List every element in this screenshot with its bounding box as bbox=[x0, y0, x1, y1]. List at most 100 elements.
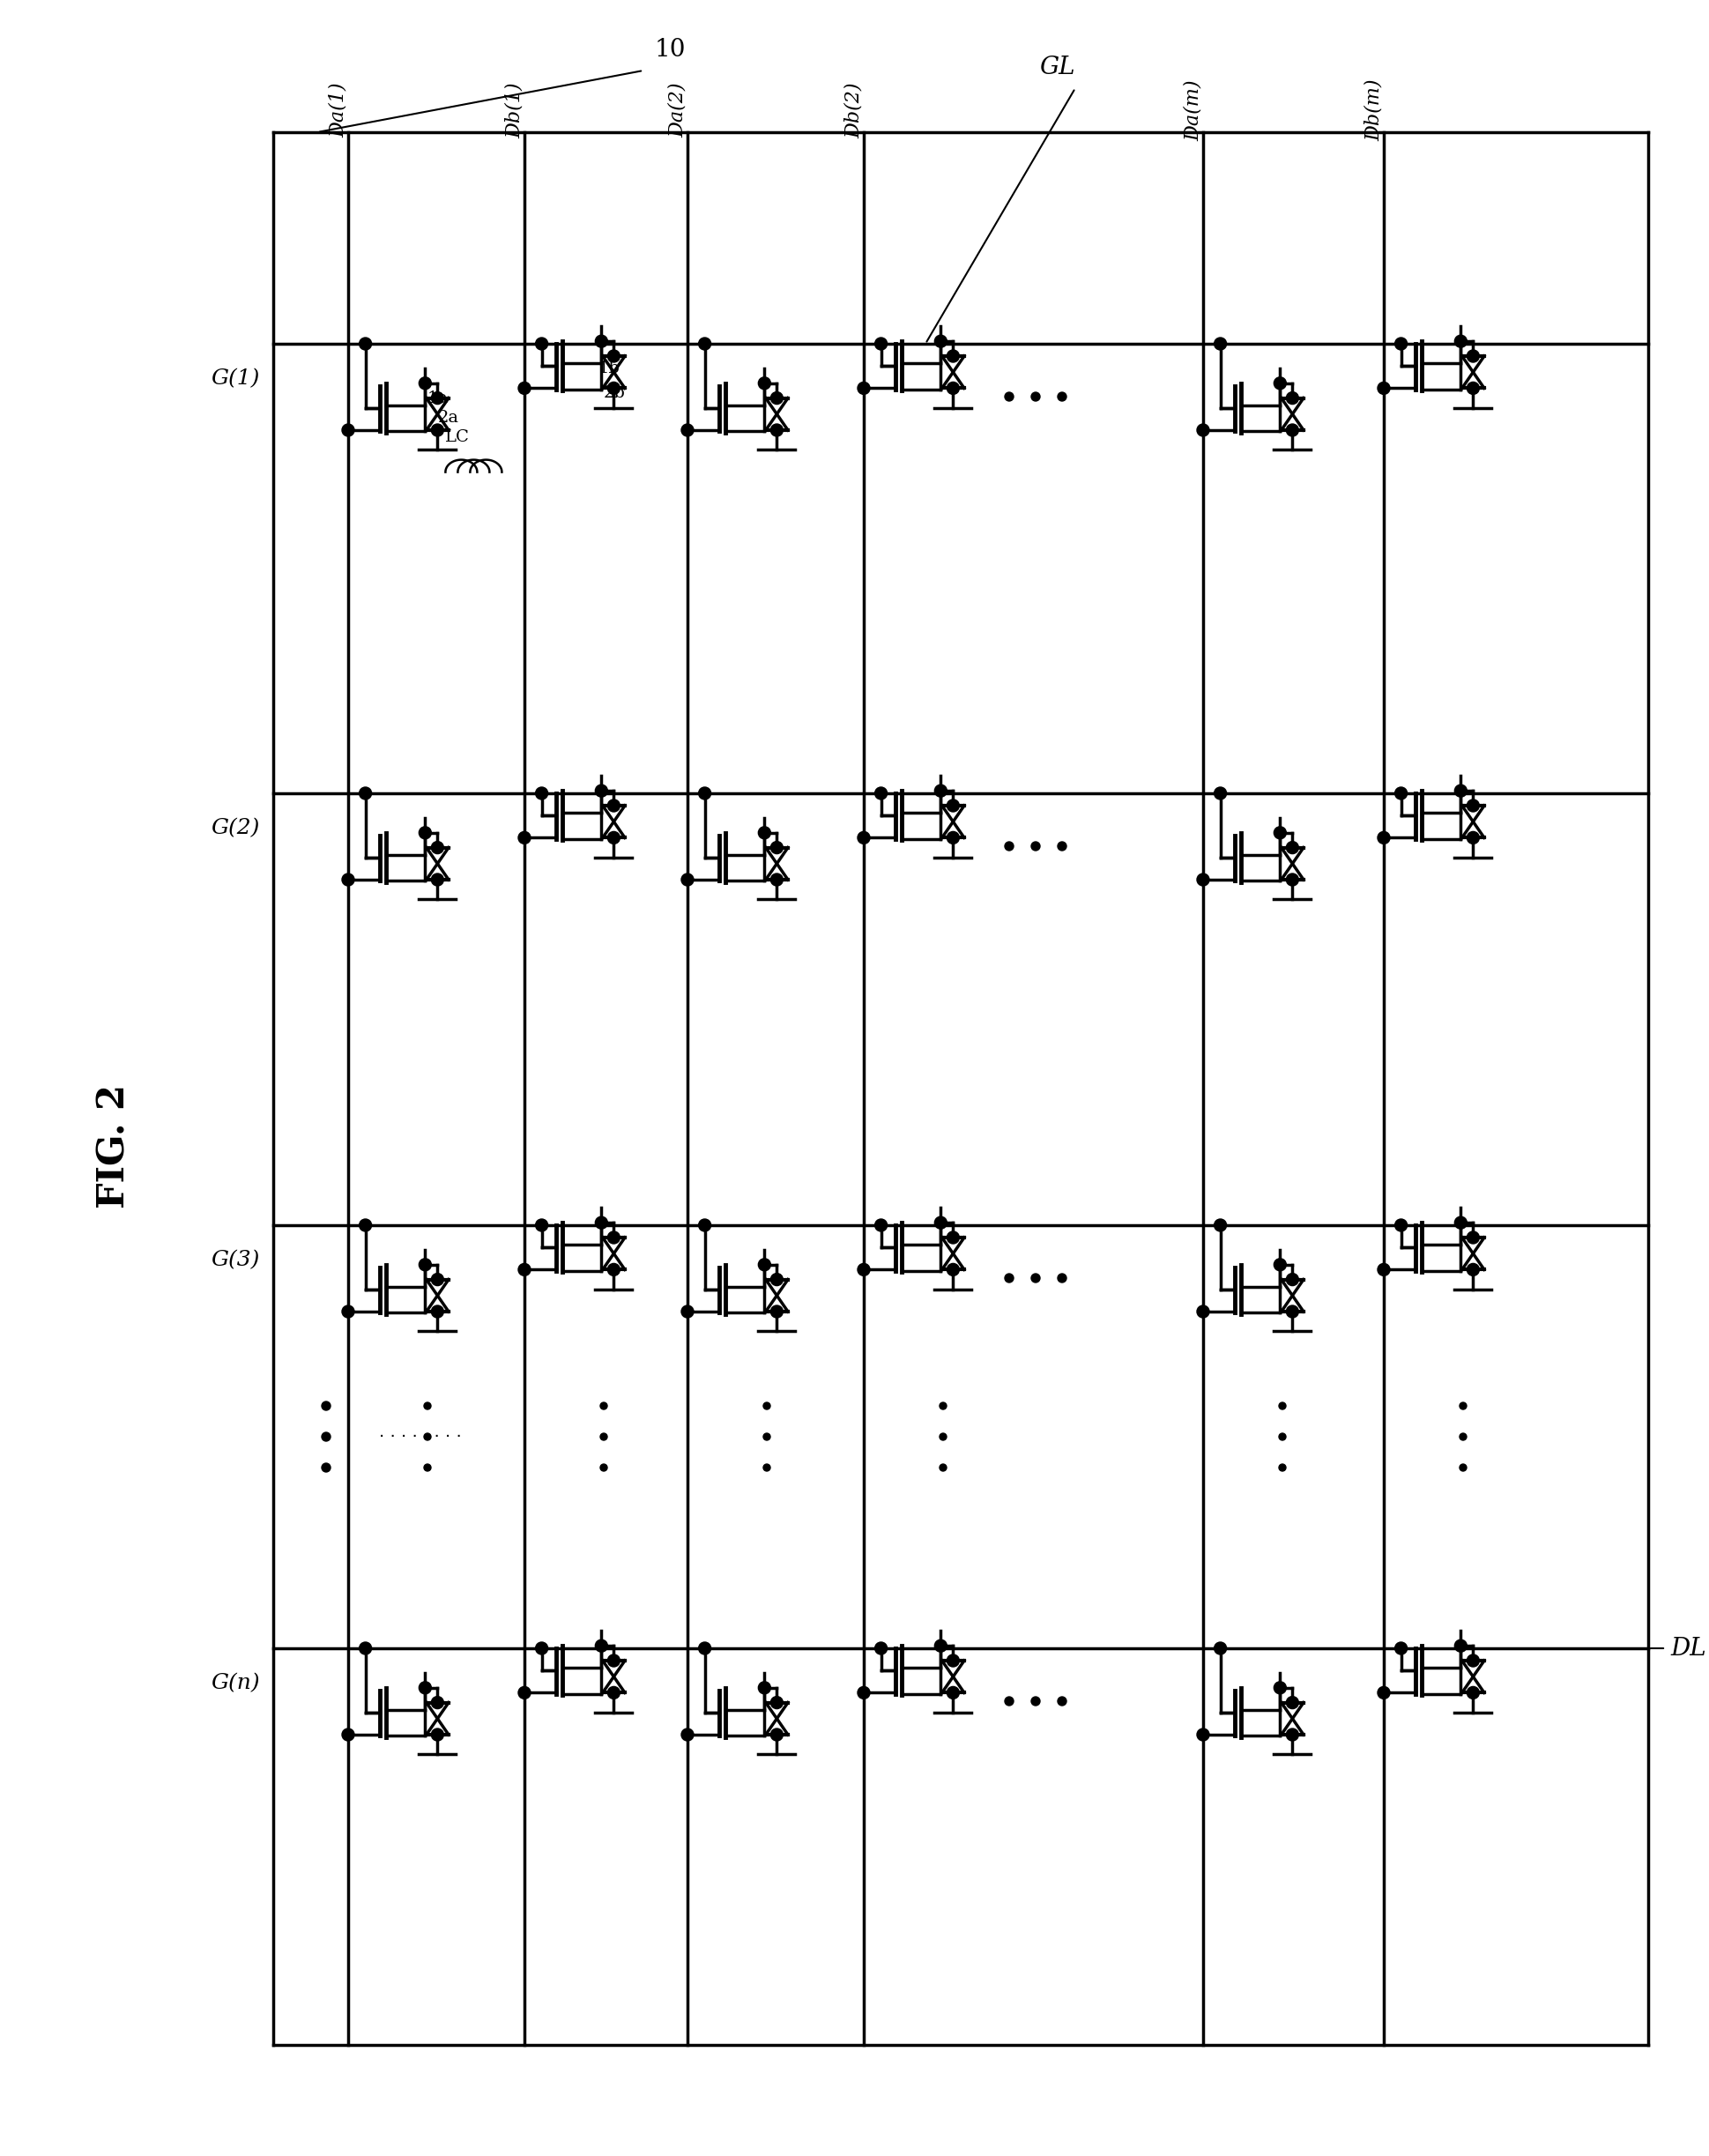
Circle shape bbox=[1005, 392, 1013, 401]
Circle shape bbox=[607, 1231, 620, 1244]
Text: G(3): G(3) bbox=[212, 1250, 260, 1270]
Circle shape bbox=[757, 826, 771, 839]
Circle shape bbox=[607, 1263, 620, 1276]
Circle shape bbox=[762, 1401, 771, 1410]
Circle shape bbox=[1058, 1697, 1066, 1705]
Circle shape bbox=[1278, 1401, 1285, 1410]
Circle shape bbox=[1459, 1401, 1466, 1410]
Circle shape bbox=[431, 1274, 443, 1285]
Circle shape bbox=[771, 1697, 783, 1710]
Circle shape bbox=[1285, 1274, 1297, 1285]
Circle shape bbox=[1466, 800, 1478, 813]
Circle shape bbox=[1466, 349, 1478, 362]
Circle shape bbox=[1273, 1682, 1285, 1695]
Circle shape bbox=[938, 1401, 947, 1410]
Circle shape bbox=[947, 1654, 959, 1667]
Circle shape bbox=[607, 382, 620, 395]
Text: GL: GL bbox=[1039, 56, 1075, 80]
Circle shape bbox=[419, 1682, 431, 1695]
Circle shape bbox=[1058, 1274, 1066, 1283]
Circle shape bbox=[935, 1641, 947, 1651]
Text: DL: DL bbox=[1670, 1636, 1706, 1660]
Circle shape bbox=[699, 1218, 711, 1231]
Circle shape bbox=[680, 1729, 694, 1740]
Text: LC: LC bbox=[444, 429, 468, 446]
Circle shape bbox=[771, 425, 783, 436]
Circle shape bbox=[875, 338, 887, 349]
Circle shape bbox=[771, 1274, 783, 1285]
Circle shape bbox=[424, 1401, 431, 1410]
Circle shape bbox=[1459, 1464, 1466, 1470]
Circle shape bbox=[875, 1218, 887, 1231]
Text: 1b: 1b bbox=[598, 360, 620, 377]
Text: · · · · · · · ·: · · · · · · · · bbox=[379, 1429, 461, 1445]
Circle shape bbox=[762, 1464, 771, 1470]
Circle shape bbox=[1031, 841, 1039, 852]
Circle shape bbox=[1213, 787, 1225, 800]
Circle shape bbox=[1058, 392, 1066, 401]
Circle shape bbox=[938, 1434, 947, 1440]
Circle shape bbox=[1377, 1263, 1389, 1276]
Circle shape bbox=[1395, 1643, 1407, 1654]
Text: Da(2): Da(2) bbox=[668, 82, 687, 138]
Circle shape bbox=[419, 1259, 431, 1270]
Circle shape bbox=[875, 1643, 887, 1654]
Circle shape bbox=[600, 1401, 607, 1410]
Circle shape bbox=[424, 1434, 431, 1440]
Circle shape bbox=[359, 1218, 371, 1231]
Circle shape bbox=[535, 338, 547, 349]
Circle shape bbox=[1285, 1304, 1297, 1317]
Circle shape bbox=[607, 1686, 620, 1699]
Circle shape bbox=[607, 800, 620, 813]
Circle shape bbox=[771, 841, 783, 854]
Circle shape bbox=[419, 826, 431, 839]
Text: Da(m): Da(m) bbox=[1183, 80, 1203, 140]
Circle shape bbox=[938, 1464, 947, 1470]
Circle shape bbox=[321, 1464, 330, 1473]
Circle shape bbox=[595, 785, 607, 798]
Circle shape bbox=[858, 1686, 870, 1699]
Circle shape bbox=[535, 787, 547, 800]
Circle shape bbox=[1466, 382, 1478, 395]
Circle shape bbox=[947, 382, 959, 395]
Circle shape bbox=[1285, 1697, 1297, 1710]
Circle shape bbox=[947, 800, 959, 813]
Circle shape bbox=[1031, 1697, 1039, 1705]
Circle shape bbox=[1213, 1218, 1225, 1231]
Circle shape bbox=[1395, 1218, 1407, 1231]
Circle shape bbox=[1454, 785, 1466, 798]
Circle shape bbox=[1005, 841, 1013, 852]
Circle shape bbox=[1273, 826, 1285, 839]
Circle shape bbox=[518, 1263, 530, 1276]
Circle shape bbox=[699, 787, 711, 800]
Circle shape bbox=[359, 787, 371, 800]
Circle shape bbox=[342, 1729, 354, 1740]
Circle shape bbox=[518, 382, 530, 395]
Circle shape bbox=[771, 1304, 783, 1317]
Circle shape bbox=[771, 873, 783, 886]
Circle shape bbox=[1273, 1259, 1285, 1270]
Circle shape bbox=[947, 832, 959, 843]
Circle shape bbox=[935, 334, 947, 347]
Circle shape bbox=[699, 338, 711, 349]
Circle shape bbox=[680, 425, 694, 436]
Circle shape bbox=[535, 1643, 547, 1654]
Circle shape bbox=[607, 832, 620, 843]
Circle shape bbox=[1395, 787, 1407, 800]
Text: 2a: 2a bbox=[438, 410, 458, 425]
Circle shape bbox=[342, 425, 354, 436]
Circle shape bbox=[680, 873, 694, 886]
Text: 1a: 1a bbox=[427, 390, 448, 405]
Circle shape bbox=[1058, 841, 1066, 852]
Text: G(1): G(1) bbox=[212, 369, 260, 388]
Circle shape bbox=[699, 1643, 711, 1654]
Text: Db(m): Db(m) bbox=[1364, 80, 1383, 142]
Circle shape bbox=[1196, 425, 1208, 436]
Circle shape bbox=[1213, 338, 1225, 349]
Circle shape bbox=[757, 1682, 771, 1695]
Circle shape bbox=[1273, 377, 1285, 390]
Circle shape bbox=[431, 1729, 443, 1740]
Circle shape bbox=[947, 1263, 959, 1276]
Circle shape bbox=[762, 1434, 771, 1440]
Circle shape bbox=[757, 377, 771, 390]
